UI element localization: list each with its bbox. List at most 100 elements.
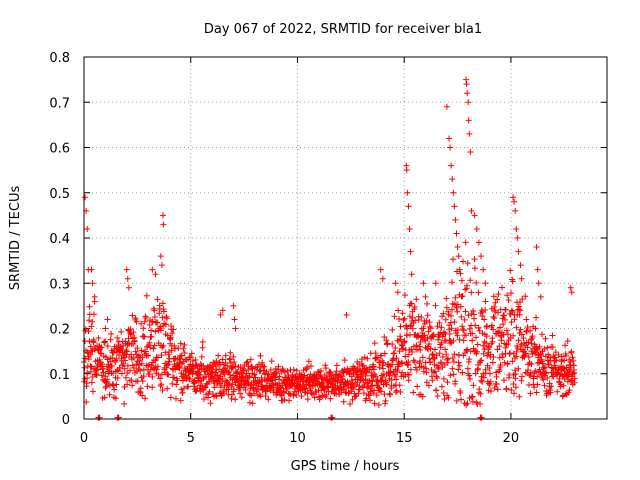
data-point — [140, 325, 147, 332]
data-point — [392, 344, 399, 351]
data-point — [148, 333, 155, 340]
data-point — [501, 316, 508, 323]
data-point — [509, 308, 516, 315]
data-point — [375, 401, 382, 408]
data-point — [426, 341, 433, 348]
data-point — [108, 362, 115, 369]
data-point — [567, 284, 574, 291]
data-point — [388, 377, 395, 384]
data-point — [466, 130, 473, 137]
data-point — [527, 369, 534, 376]
data-point — [405, 358, 412, 365]
data-point — [526, 381, 533, 388]
data-point — [514, 345, 521, 352]
data-point — [324, 384, 331, 391]
data-point — [459, 293, 466, 300]
data-point — [416, 343, 423, 350]
x-tick-label: 20 — [503, 431, 520, 446]
data-point — [160, 308, 167, 315]
data-point — [111, 386, 118, 393]
data-point — [423, 379, 430, 386]
data-point — [341, 357, 348, 364]
data-point — [102, 325, 109, 332]
data-point — [464, 260, 471, 267]
chart-title: Day 067 of 2022, SRMTID for receiver bla… — [204, 22, 482, 37]
data-point — [199, 338, 206, 345]
data-point — [425, 382, 432, 389]
data-point — [145, 352, 152, 359]
data-point — [471, 212, 478, 219]
data-point — [473, 279, 480, 286]
data-point — [472, 322, 479, 329]
data-point — [221, 390, 228, 397]
data-point — [486, 382, 493, 389]
data-point — [170, 326, 177, 333]
data-point — [289, 371, 296, 378]
data-point — [408, 271, 415, 278]
data-point — [96, 414, 103, 421]
data-point — [404, 361, 411, 368]
data-point — [387, 391, 394, 398]
data-point — [531, 384, 538, 391]
data-point — [115, 414, 122, 421]
data-point — [494, 386, 501, 393]
data-point — [407, 366, 414, 373]
data-point — [387, 369, 394, 376]
data-point — [276, 380, 283, 387]
data-point — [460, 337, 467, 344]
data-point — [561, 357, 568, 364]
data-point — [366, 392, 373, 399]
data-point — [464, 365, 471, 372]
data-point — [219, 375, 226, 382]
data-point — [534, 373, 541, 380]
data-point — [128, 351, 135, 358]
data-point — [520, 335, 527, 342]
data-point — [483, 323, 490, 330]
data-point — [143, 292, 150, 299]
data-point — [370, 390, 377, 397]
data-point — [159, 300, 166, 307]
data-point — [90, 336, 97, 343]
data-point — [564, 337, 571, 344]
data-point — [456, 362, 463, 369]
data-point — [158, 352, 165, 359]
data-point — [518, 373, 525, 380]
data-point — [366, 364, 373, 371]
data-point — [432, 302, 439, 309]
data-point — [411, 303, 418, 310]
data-point — [391, 313, 398, 320]
data-point — [258, 374, 265, 381]
data-point — [88, 266, 95, 273]
data-point — [401, 292, 408, 299]
data-point — [199, 383, 206, 390]
data-point — [169, 380, 176, 387]
data-point — [360, 390, 367, 397]
data-point — [473, 399, 480, 406]
data-point — [409, 314, 416, 321]
data-point — [423, 317, 430, 324]
data-point — [217, 384, 224, 391]
data-point — [298, 393, 305, 400]
data-point — [527, 372, 534, 379]
data-point — [238, 394, 245, 401]
data-point — [455, 366, 462, 373]
data-point — [291, 388, 298, 395]
data-point — [160, 221, 167, 228]
data-point — [389, 326, 396, 333]
data-point — [396, 316, 403, 323]
data-point — [115, 368, 122, 375]
data-point — [513, 348, 520, 355]
data-point — [453, 330, 460, 337]
data-point — [353, 381, 360, 388]
data-point — [524, 323, 531, 330]
data-point — [293, 367, 300, 374]
data-point — [522, 293, 529, 300]
data-point — [127, 367, 134, 374]
data-point — [114, 374, 121, 381]
data-point — [528, 336, 535, 343]
data-point — [543, 369, 550, 376]
data-point — [177, 355, 184, 362]
data-point — [472, 334, 479, 341]
data-point — [403, 167, 410, 174]
